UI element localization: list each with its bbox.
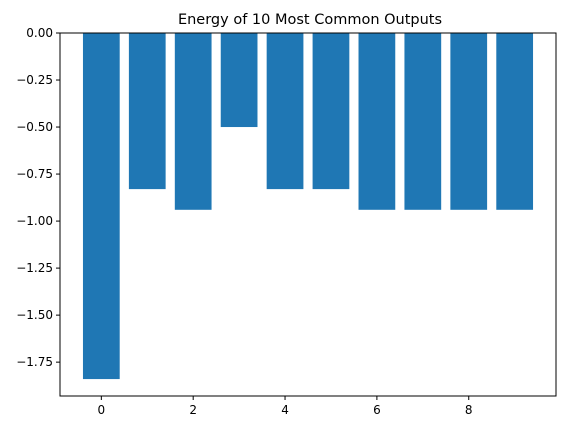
y-tick-label: −1.75: [16, 355, 53, 369]
x-tick-label: 2: [189, 403, 197, 417]
bar-6: [358, 33, 396, 210]
x-tick-label: 8: [465, 403, 473, 417]
bar-9: [496, 33, 534, 210]
x-axis: 0 2 4 6 8: [98, 396, 473, 417]
x-tick-label: 6: [373, 403, 381, 417]
bar-5: [312, 33, 350, 190]
chart-title: Energy of 10 Most Common Outputs: [178, 12, 442, 28]
y-tick-label: 0.00: [26, 26, 53, 40]
x-tick-label: 0: [98, 403, 106, 417]
bar-1: [128, 33, 166, 190]
y-tick-label: −1.50: [16, 308, 53, 322]
plot-frame: [59, 32, 557, 397]
bar-8: [450, 33, 488, 210]
y-tick-label: −0.25: [16, 73, 53, 87]
bar-4: [266, 33, 304, 190]
y-tick-label: −0.50: [16, 120, 53, 134]
y-tick-label: −1.00: [16, 214, 53, 228]
bar-7: [404, 33, 442, 210]
x-tick-label: 4: [281, 403, 289, 417]
bar-0: [82, 33, 120, 380]
bars-group: [82, 33, 534, 380]
bar-3: [220, 33, 258, 128]
y-tick-label: −0.75: [16, 167, 53, 181]
bar-2: [174, 33, 212, 210]
y-axis: 0.00 −0.25 −0.50 −0.75 −1.00 −1.25 −1.50 −1.75: [16, 26, 60, 369]
y-tick-label: −1.25: [16, 261, 53, 275]
